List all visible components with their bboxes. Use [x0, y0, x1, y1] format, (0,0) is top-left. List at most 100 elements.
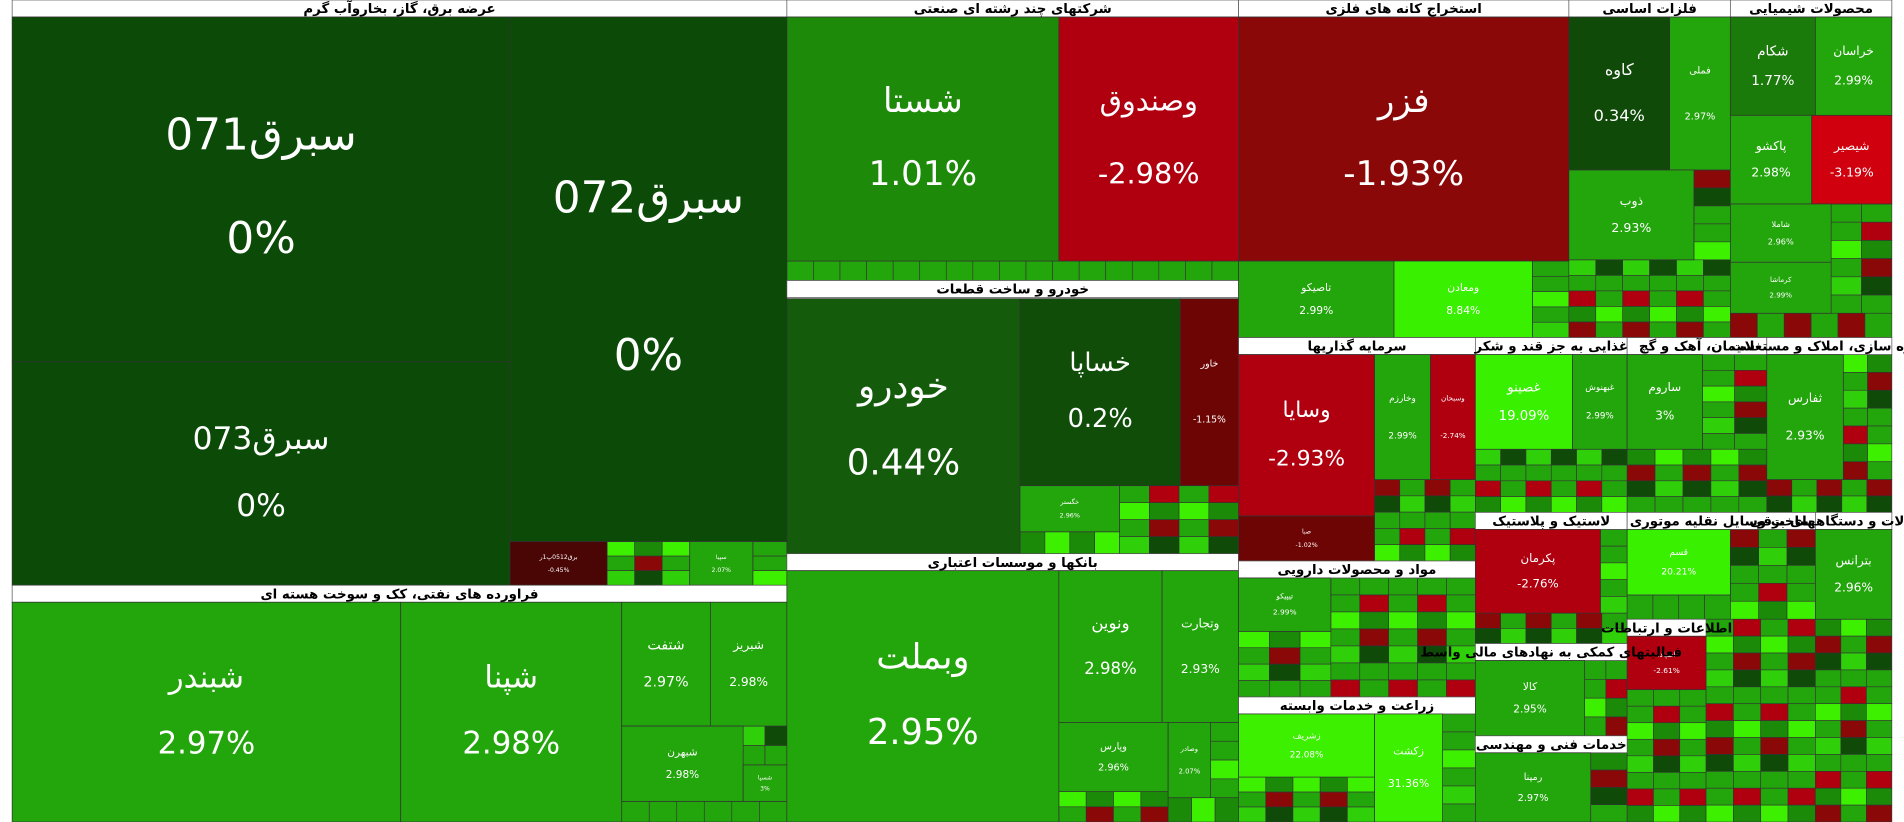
- small-tile: [1861, 258, 1893, 278]
- tile-change: 22.08%: [1290, 750, 1324, 760]
- tile-change: -2.98%: [1098, 157, 1200, 191]
- small-tile: [1622, 321, 1650, 338]
- small-tile: [1705, 771, 1734, 789]
- sector-title: استخراج کانه های فلزی: [1326, 2, 1482, 17]
- small-tile: [661, 541, 691, 557]
- small-tile: [1446, 628, 1476, 647]
- small-tile: [1867, 354, 1893, 373]
- small-tile: [1760, 737, 1789, 755]
- small-tile: [1085, 791, 1114, 808]
- small-tile: [1622, 275, 1650, 292]
- small-tile: [1705, 669, 1734, 688]
- small-tile: [1149, 502, 1180, 520]
- tile-change: -2.74%: [1440, 431, 1466, 440]
- small-tile: [1679, 722, 1707, 740]
- tile: [1626, 635, 1707, 691]
- tile-change: 2.95%: [1513, 703, 1546, 715]
- small-tile: [752, 570, 788, 586]
- small-tile: [1319, 806, 1348, 822]
- tile-change: 2.97%: [644, 675, 689, 691]
- small-tile: [1842, 425, 1868, 445]
- tile-name: وسبحان: [1441, 393, 1465, 402]
- small-tile: [1787, 703, 1816, 721]
- small-tile: [1475, 496, 1501, 513]
- small-tile: [1044, 531, 1071, 554]
- small-tile: [1703, 259, 1731, 276]
- small-tile: [1626, 788, 1654, 806]
- sector-title: خدمات فنی و مهندسی: [1476, 738, 1627, 753]
- small-tile: [1676, 321, 1704, 338]
- small-tile: [1866, 804, 1893, 822]
- tile-change: 0.34%: [1594, 106, 1645, 125]
- small-tile: [1837, 312, 1866, 338]
- small-tile: [1867, 443, 1893, 463]
- small-tile: [1113, 806, 1142, 822]
- small-tile: [1568, 259, 1597, 276]
- small-tile: [752, 541, 788, 557]
- tile-name: شیصیر: [1833, 138, 1869, 154]
- small-tile: [1760, 669, 1789, 688]
- tile-change: 2.97%: [1518, 793, 1549, 804]
- small-tile: [999, 260, 1027, 281]
- small-tile: [1866, 686, 1893, 705]
- small-tile: [1861, 221, 1893, 241]
- tile: [1374, 713, 1443, 822]
- small-tile: [1500, 612, 1527, 629]
- tile-change: 2.98%: [729, 675, 768, 689]
- tile-name: شبهرن: [667, 746, 697, 758]
- small-tile: [1210, 778, 1239, 799]
- small-tile: [1601, 464, 1628, 482]
- tile-change: 2.96%: [1768, 236, 1794, 246]
- small-tile: [1653, 805, 1681, 822]
- small-tile: [1178, 485, 1210, 503]
- small-tile: [1840, 737, 1867, 755]
- small-tile: [1299, 680, 1332, 698]
- small-tile: [1840, 686, 1867, 705]
- small-tile: [1269, 663, 1301, 681]
- small-tile: [1815, 652, 1842, 671]
- small-tile: [1866, 720, 1893, 738]
- tile-name: اسپادا: [1657, 650, 1675, 659]
- small-tile: [1374, 479, 1401, 497]
- small-tile: [1733, 703, 1762, 721]
- small-tile: [606, 555, 635, 571]
- tile: [1729, 203, 1832, 263]
- small-tile: [1568, 321, 1597, 338]
- small-tile: [1679, 755, 1707, 773]
- small-tile: [1595, 321, 1623, 338]
- small-tile: [1568, 306, 1597, 323]
- small-tile: [1653, 705, 1681, 724]
- small-tile: [1653, 722, 1681, 740]
- small-tile: [1733, 720, 1762, 738]
- small-tile: [1867, 372, 1893, 391]
- small-tile: [1840, 703, 1867, 721]
- small-tile: [1525, 628, 1552, 644]
- small-tile: [1787, 669, 1816, 688]
- tile-change: -1.15%: [1193, 415, 1226, 426]
- small-tile: [1446, 594, 1476, 613]
- small-tile: [1730, 547, 1759, 566]
- small-tile: [1733, 804, 1762, 822]
- small-tile: [1417, 611, 1447, 630]
- tile-name: خساپا: [1069, 348, 1130, 378]
- small-tile: [1730, 312, 1758, 338]
- small-tile: [1626, 448, 1656, 466]
- small-tile: [1374, 511, 1401, 529]
- small-tile: [1388, 594, 1418, 613]
- small-tile: [1760, 787, 1789, 806]
- small-tile: [1840, 669, 1867, 688]
- small-tile: [1705, 804, 1734, 822]
- small-tile: [1840, 754, 1867, 772]
- small-tile: [1710, 480, 1740, 497]
- small-tile: [1679, 689, 1707, 707]
- small-tile: [1626, 805, 1654, 822]
- tile: [1058, 16, 1239, 262]
- small-tile: [1760, 686, 1789, 705]
- small-tile: [1649, 321, 1677, 338]
- tile: [11, 361, 511, 586]
- small-tile: [1446, 679, 1476, 698]
- small-tile: [1595, 259, 1623, 276]
- small-tile: [1532, 260, 1570, 277]
- small-tile: [1654, 480, 1684, 497]
